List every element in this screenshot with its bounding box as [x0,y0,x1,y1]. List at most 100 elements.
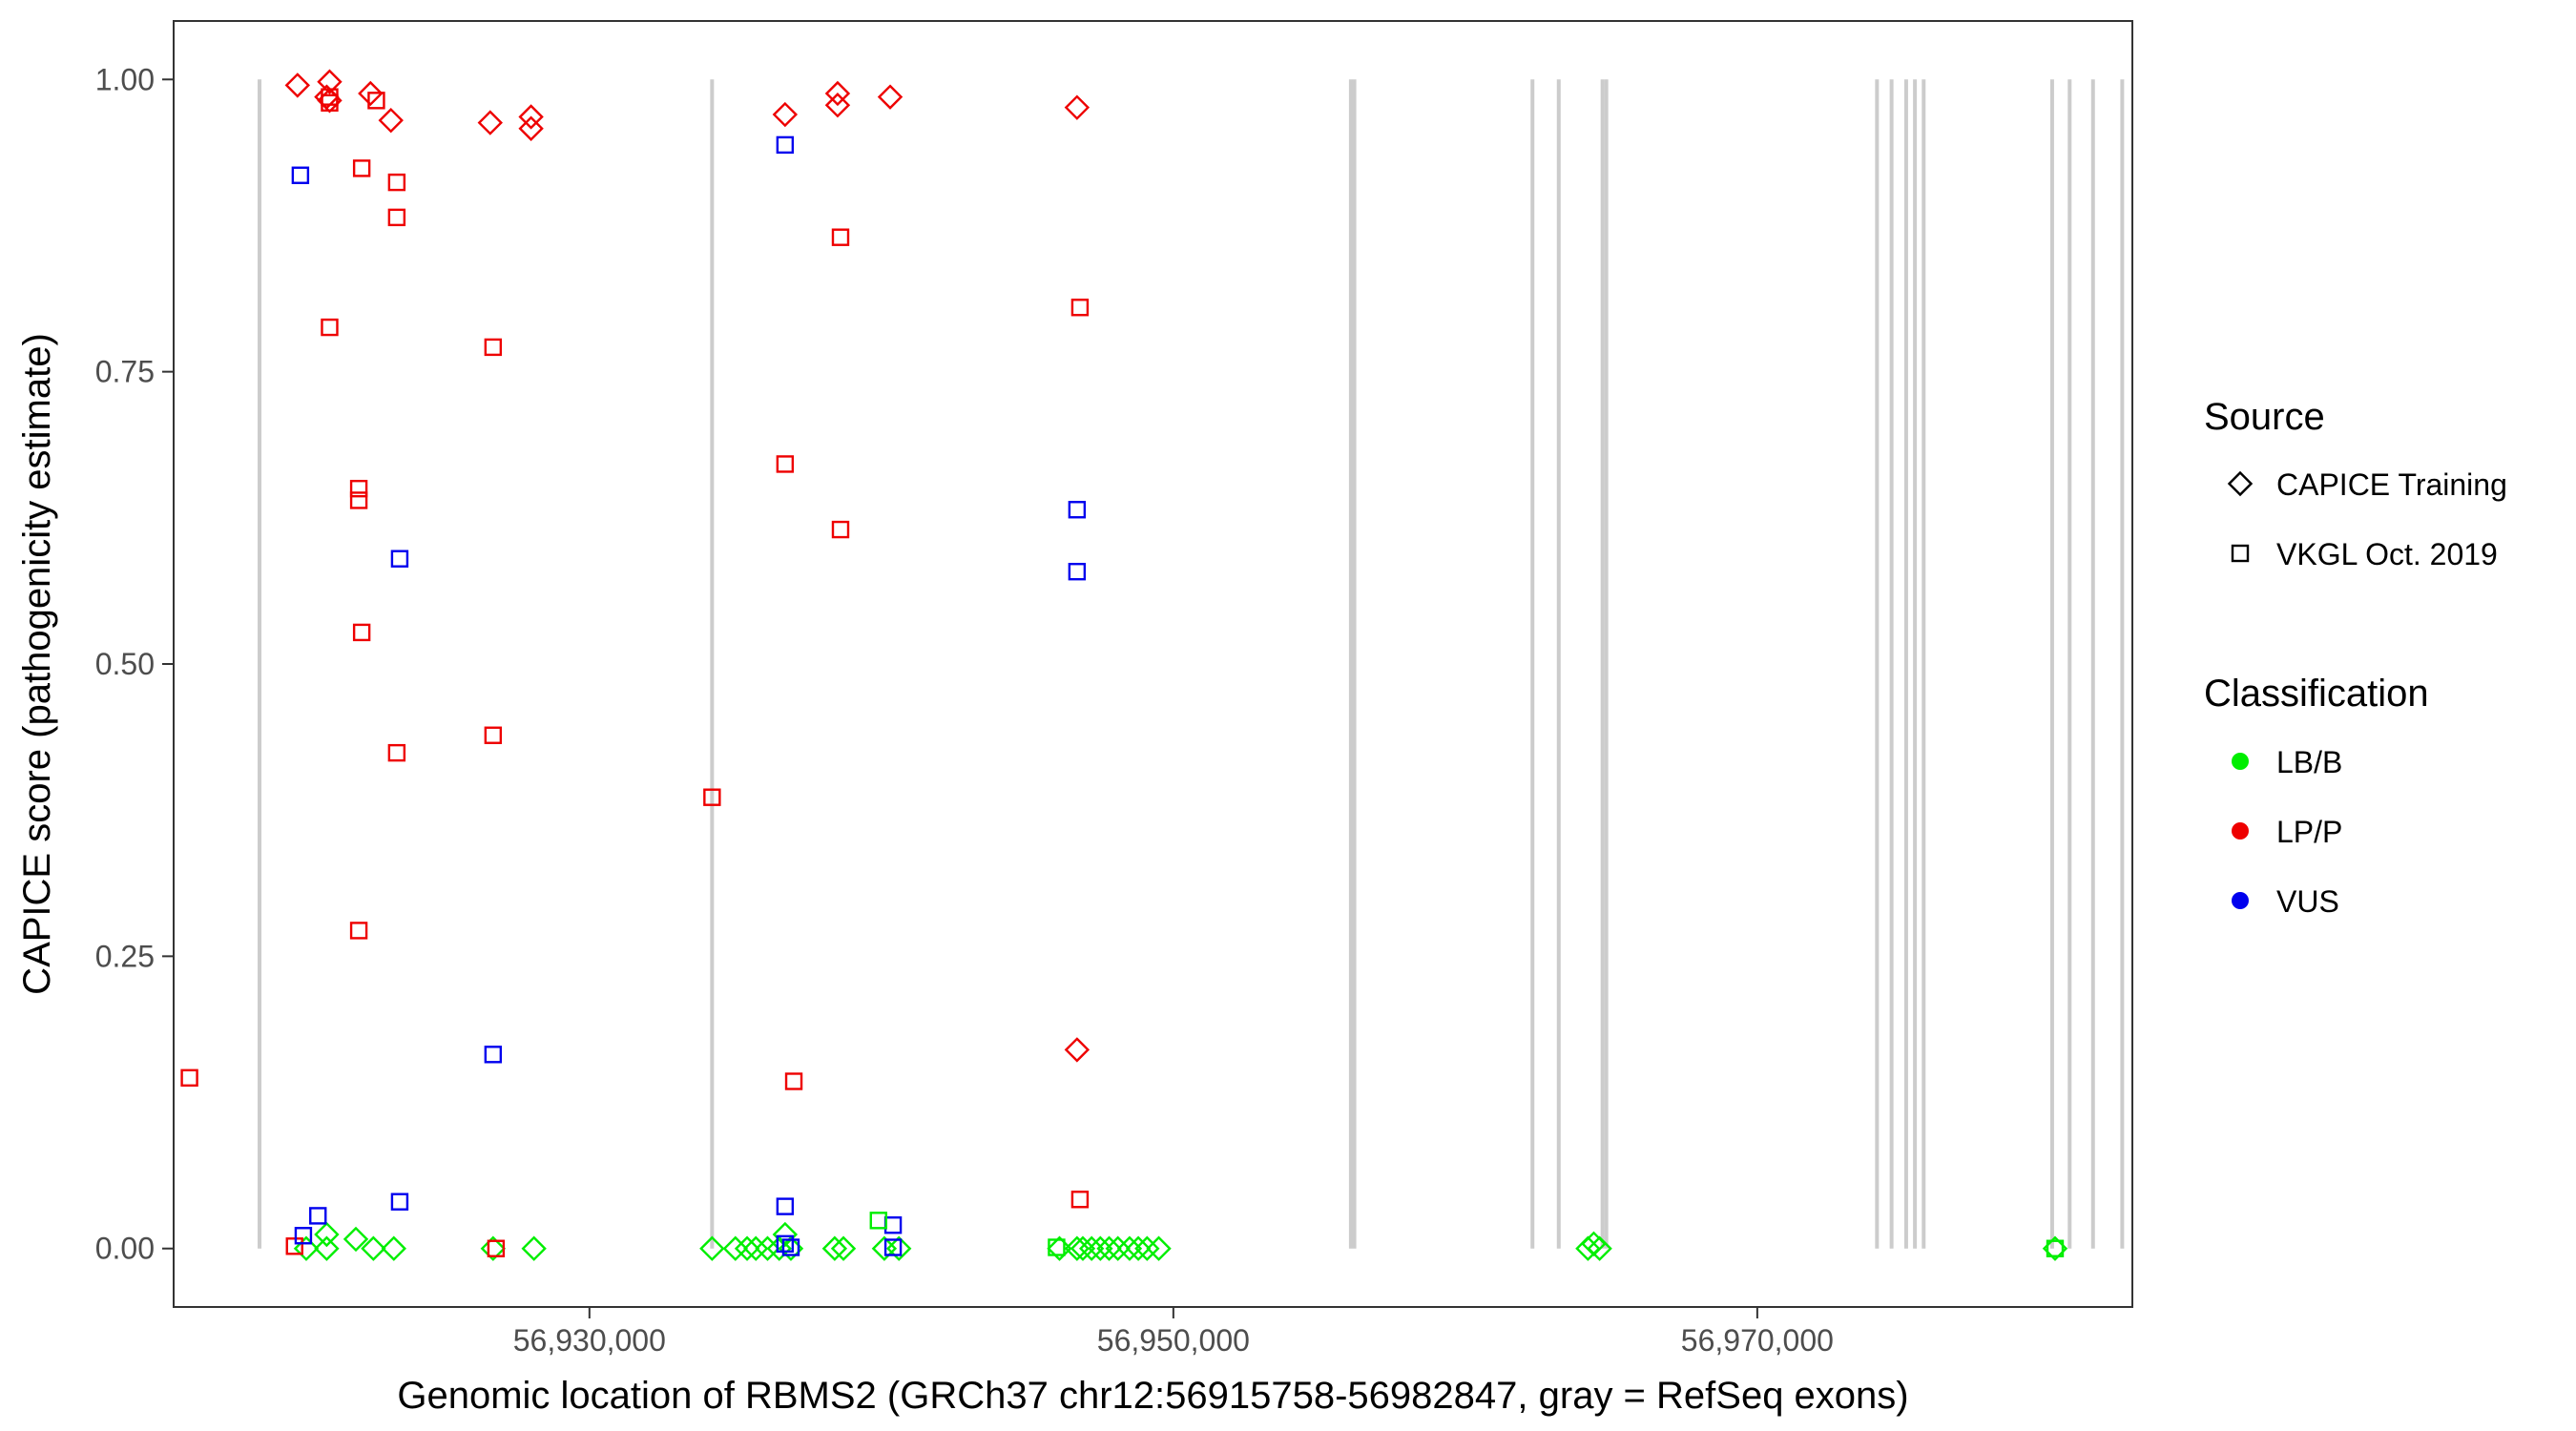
point-capice-LBB-31 [1575,1235,1601,1261]
point-vkgl-LPP-7 [349,491,368,509]
point-vkgl-VUS-9 [781,1238,800,1256]
point-capice-LBB-4 [361,1235,386,1261]
legend-class-label-0: LB/B [2276,745,2342,779]
y-tick-label-3: 0.75 [95,355,155,389]
legend-diamond-key [2227,470,2254,497]
plot-panel-border [173,20,2133,1308]
point-capice-LBB-24 [1088,1235,1113,1261]
point-capice-LPP-5 [378,107,404,134]
point-vkgl-LPP-22 [1070,299,1090,317]
point-vkgl-LPP-2 [321,318,339,337]
point-vkgl-LPP-14 [484,338,503,357]
legend-color-key-2 [2232,892,2249,909]
x-axis-label: Genomic location of RBMS2 (GRCh37 chr12:… [397,1375,1908,1417]
point-vkgl-VUS-6 [776,135,795,155]
point-capice-LBB-27 [1116,1235,1143,1261]
point-capice-LPP-6 [477,110,503,135]
point-capice-LPP-8 [518,115,544,141]
point-capice-LPP-9 [772,101,799,128]
legend-class-label-1: LP/P [2276,815,2342,849]
point-capice-LBB-22 [1070,1235,1096,1261]
point-capice-LPP-10 [824,80,851,107]
point-capice-LPP-11 [824,93,851,118]
legend-class-label-2: VUS [2276,884,2339,919]
point-capice-LBB-1 [314,1221,340,1248]
point-vkgl-LPP-4 [321,93,339,112]
point-capice-LBB-6 [480,1235,507,1261]
point-capice-LBB-10 [734,1235,760,1261]
point-vkgl-VUS-4 [390,1192,409,1211]
point-vkgl-LBB-0 [869,1212,887,1230]
point-capice-LBB-8 [699,1235,725,1261]
point-vkgl-VUS-7 [776,1197,795,1215]
point-vkgl-VUS-11 [883,1238,903,1256]
point-capice-LPP-4 [358,80,384,107]
point-vkgl-LPP-5 [352,159,371,177]
point-vkgl-LBB-2 [2046,1239,2065,1257]
point-vkgl-LPP-17 [703,788,721,806]
legend-source-label-0: CAPICE Training [2276,467,2507,502]
point-vkgl-LPP-13 [387,743,406,762]
point-capice-LBB-0 [293,1235,320,1261]
y-tick-label-4: 1.00 [95,62,155,96]
point-capice-LBB-7 [521,1235,547,1261]
point-vkgl-LPP-12 [387,208,406,227]
point-capice-LBB-17 [830,1235,857,1261]
point-vkgl-VUS-1 [294,1227,313,1245]
point-capice-LPP-0 [284,73,311,98]
point-capice-LBB-11 [743,1235,769,1261]
exon-lines [258,79,2125,1249]
legend: Source Classification CAPICE Training VKG… [2204,396,2507,919]
point-capice-LBB-19 [885,1235,912,1261]
legend-source-title: Source [2204,396,2325,438]
point-vkgl-LBB-1 [1048,1238,1066,1256]
point-capice-LBB-23 [1078,1235,1105,1261]
point-vkgl-VUS-2 [309,1207,327,1225]
point-capice-LBB-14 [772,1221,799,1248]
point-vkgl-LPP-10 [367,92,385,110]
legend-color-key-1 [2232,822,2249,840]
point-vkgl-LPP-20 [831,228,850,246]
point-vkgl-VUS-8 [776,1234,795,1254]
point-capice-LBB-9 [722,1235,749,1261]
point-vkgl-VUS-13 [1068,562,1087,581]
point-capice-LBB-2 [314,1235,340,1261]
point-vkgl-LPP-9 [349,922,368,940]
point-vkgl-LPP-0 [180,1068,198,1088]
x-tick-label-2: 56,970,000 [1681,1323,1834,1358]
point-capice-LBB-16 [821,1235,848,1261]
point-vkgl-VUS-12 [1068,501,1087,519]
point-capice-LBB-33 [1587,1235,1612,1261]
point-capice-LBB-25 [1096,1235,1122,1261]
point-capice-LPP-14 [1064,1037,1091,1063]
axes: 0.00 0.25 0.50 0.75 1.00 56,930,000 56,950,000… [95,62,1834,1358]
point-capice-LBB-3 [343,1226,369,1253]
y-tick-label-0: 0.00 [95,1232,155,1266]
point-vkgl-LPP-6 [349,479,368,498]
point-vkgl-LPP-19 [784,1072,803,1090]
point-capice-LBB-20 [1047,1235,1072,1261]
point-capice-LBB-30 [1146,1235,1172,1261]
point-capice-LBB-5 [381,1235,406,1261]
point-capice-LBB-12 [755,1235,780,1261]
point-vkgl-VUS-3 [390,550,409,568]
point-vkgl-LPP-8 [352,623,371,642]
point-capice-LBB-28 [1125,1235,1152,1261]
x-tick-label-0: 56,930,000 [513,1323,666,1358]
point-vkgl-VUS-10 [883,1216,903,1234]
y-tick-label-2: 0.50 [95,647,155,681]
point-vkgl-VUS-0 [291,166,310,184]
point-vkgl-LPP-23 [1070,1191,1090,1209]
point-vkgl-LPP-18 [776,455,795,473]
legend-color-key-0 [2232,753,2249,770]
point-capice-LPP-1 [317,69,343,94]
legend-classification-title: Classification [2204,673,2429,715]
data-points [180,69,2068,1261]
point-vkgl-LPP-16 [487,1239,506,1257]
legend-square-key [2231,544,2250,563]
point-capice-LBB-26 [1105,1235,1131,1261]
point-vkgl-LPP-21 [831,520,850,539]
point-vkgl-LPP-15 [484,726,503,744]
y-tick-label-1: 0.25 [95,939,155,973]
point-capice-LPP-7 [518,104,544,130]
